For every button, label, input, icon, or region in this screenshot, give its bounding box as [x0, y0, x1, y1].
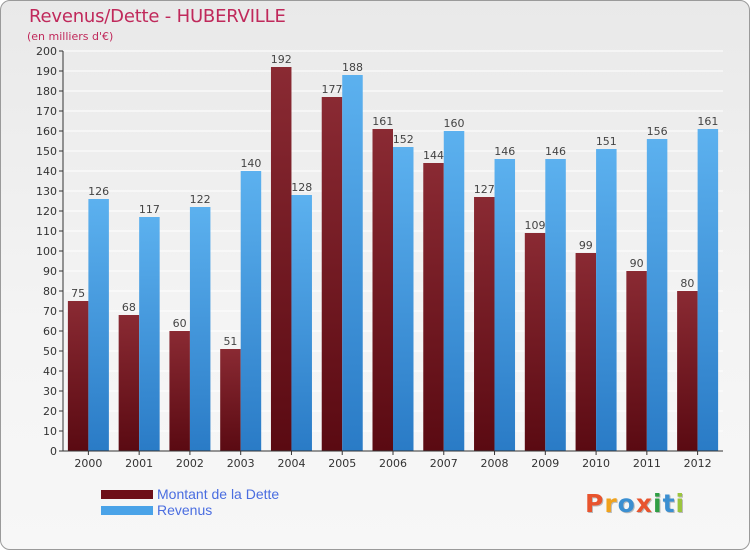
data-label-debt: 177 [321, 83, 342, 96]
y-tick-label: 40 [43, 365, 57, 378]
y-tick-label: 120 [36, 205, 57, 218]
bar-debt [169, 331, 190, 451]
data-label-debt: 99 [579, 239, 593, 252]
data-label-revenus: 128 [291, 181, 312, 194]
y-tick-label: 190 [36, 65, 57, 78]
bar-debt [220, 349, 241, 451]
data-label-debt: 51 [223, 335, 237, 348]
bar-revenus [342, 75, 363, 451]
y-tick-label: 110 [36, 225, 57, 238]
bar-debt [118, 315, 140, 451]
data-label-revenus: 146 [494, 145, 515, 158]
bar-debt [474, 197, 495, 451]
y-tick-label: 0 [50, 445, 57, 458]
y-tick-label: 160 [36, 125, 57, 138]
bar-revenus [494, 159, 516, 451]
x-tick-label: 2008 [481, 457, 509, 470]
legend-label-debt: Montant de la Dette [157, 486, 280, 502]
x-tick-label: 2009 [531, 457, 559, 470]
y-tick-label: 170 [36, 105, 57, 118]
data-label-revenus: 151 [596, 135, 617, 148]
x-tick-label: 2006 [379, 457, 407, 470]
bar-revenus [139, 217, 160, 451]
data-label-debt: 90 [630, 257, 644, 270]
bar-debt [321, 97, 343, 451]
y-tick-label: 130 [36, 185, 57, 198]
bar-debt [524, 233, 546, 451]
bar-revenus [88, 199, 109, 451]
data-label-revenus: 188 [342, 61, 363, 74]
data-label-revenus: 161 [697, 115, 718, 128]
bar-revenus [189, 207, 211, 451]
y-tick-label: 50 [43, 345, 57, 358]
bar-revenus [443, 131, 465, 451]
data-label-debt: 60 [173, 317, 187, 330]
legend-label-revenus: Revenus [157, 502, 213, 518]
y-tick-label: 200 [36, 45, 57, 58]
legend-swatch-debt [101, 490, 153, 499]
x-tick-label: 2011 [633, 457, 661, 470]
y-tick-label: 140 [36, 165, 57, 178]
bar-revenus [545, 159, 566, 451]
data-label-revenus: 156 [647, 125, 668, 138]
bar-revenus [697, 129, 719, 451]
data-label-revenus: 122 [190, 193, 211, 206]
bar-revenus [291, 195, 312, 451]
bar-revenus [596, 149, 617, 451]
bar-revenus [393, 147, 414, 451]
legend-swatch-revenus [101, 506, 153, 515]
x-tick-label: 2012 [684, 457, 712, 470]
bar-debt [626, 271, 647, 451]
y-tick-label: 10 [43, 425, 57, 438]
data-label-debt: 144 [423, 149, 444, 162]
bar-debt [575, 253, 597, 451]
data-label-revenus: 126 [88, 185, 109, 198]
y-tick-label: 30 [43, 385, 57, 398]
chart-title: Revenus/Dette - HUBERVILLE [29, 6, 286, 27]
bar-debt [372, 129, 393, 451]
x-tick-label: 2001 [125, 457, 153, 470]
data-label-revenus: 140 [240, 157, 261, 170]
data-label-debt: 109 [525, 219, 546, 232]
x-tick-label: 2002 [176, 457, 204, 470]
bar-debt [270, 67, 292, 451]
data-label-debt: 75 [71, 287, 85, 300]
y-tick-label: 100 [36, 245, 57, 258]
bar-debt [677, 291, 698, 451]
y-tick-label: 150 [36, 145, 57, 158]
data-label-debt: 127 [474, 183, 495, 196]
x-tick-label: 2000 [74, 457, 102, 470]
data-label-revenus: 152 [393, 133, 414, 146]
data-label-revenus: 160 [444, 117, 465, 130]
data-label-debt: 80 [680, 277, 694, 290]
proxiti-logo: Proxiti [585, 489, 686, 518]
x-tick-label: 2004 [277, 457, 305, 470]
y-tick-label: 60 [43, 325, 57, 338]
y-tick-label: 80 [43, 285, 57, 298]
data-label-debt: 192 [271, 53, 292, 66]
x-tick-label: 2007 [430, 457, 458, 470]
data-label-revenus: 117 [139, 203, 160, 216]
y-tick-label: 90 [43, 265, 57, 278]
data-label-debt: 68 [122, 301, 136, 314]
y-tick-label: 180 [36, 85, 57, 98]
chart-subtitle: (en milliers d'€) [27, 30, 114, 43]
bar-debt [67, 301, 89, 451]
x-tick-label: 2005 [328, 457, 356, 470]
y-tick-label: 20 [43, 405, 57, 418]
data-label-debt: 161 [372, 115, 393, 128]
data-label-revenus: 146 [545, 145, 566, 158]
bar-revenus [646, 139, 668, 451]
x-tick-label: 2010 [582, 457, 610, 470]
y-tick-label: 70 [43, 305, 57, 318]
bar-revenus [240, 171, 262, 451]
bar-debt [423, 163, 444, 451]
x-tick-label: 2003 [227, 457, 255, 470]
